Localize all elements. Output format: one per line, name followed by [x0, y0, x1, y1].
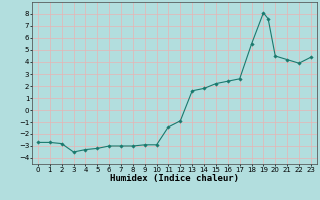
X-axis label: Humidex (Indice chaleur): Humidex (Indice chaleur) — [110, 174, 239, 183]
